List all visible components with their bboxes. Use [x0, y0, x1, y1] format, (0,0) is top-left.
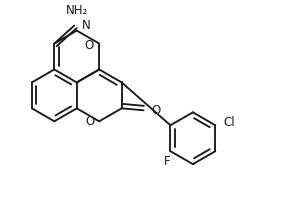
Text: O: O — [151, 104, 160, 117]
Text: F: F — [164, 155, 171, 168]
Text: NH₂: NH₂ — [66, 4, 88, 17]
Text: O: O — [84, 39, 93, 52]
Text: N: N — [82, 19, 91, 32]
Text: O: O — [85, 115, 94, 128]
Text: Cl: Cl — [223, 116, 235, 129]
